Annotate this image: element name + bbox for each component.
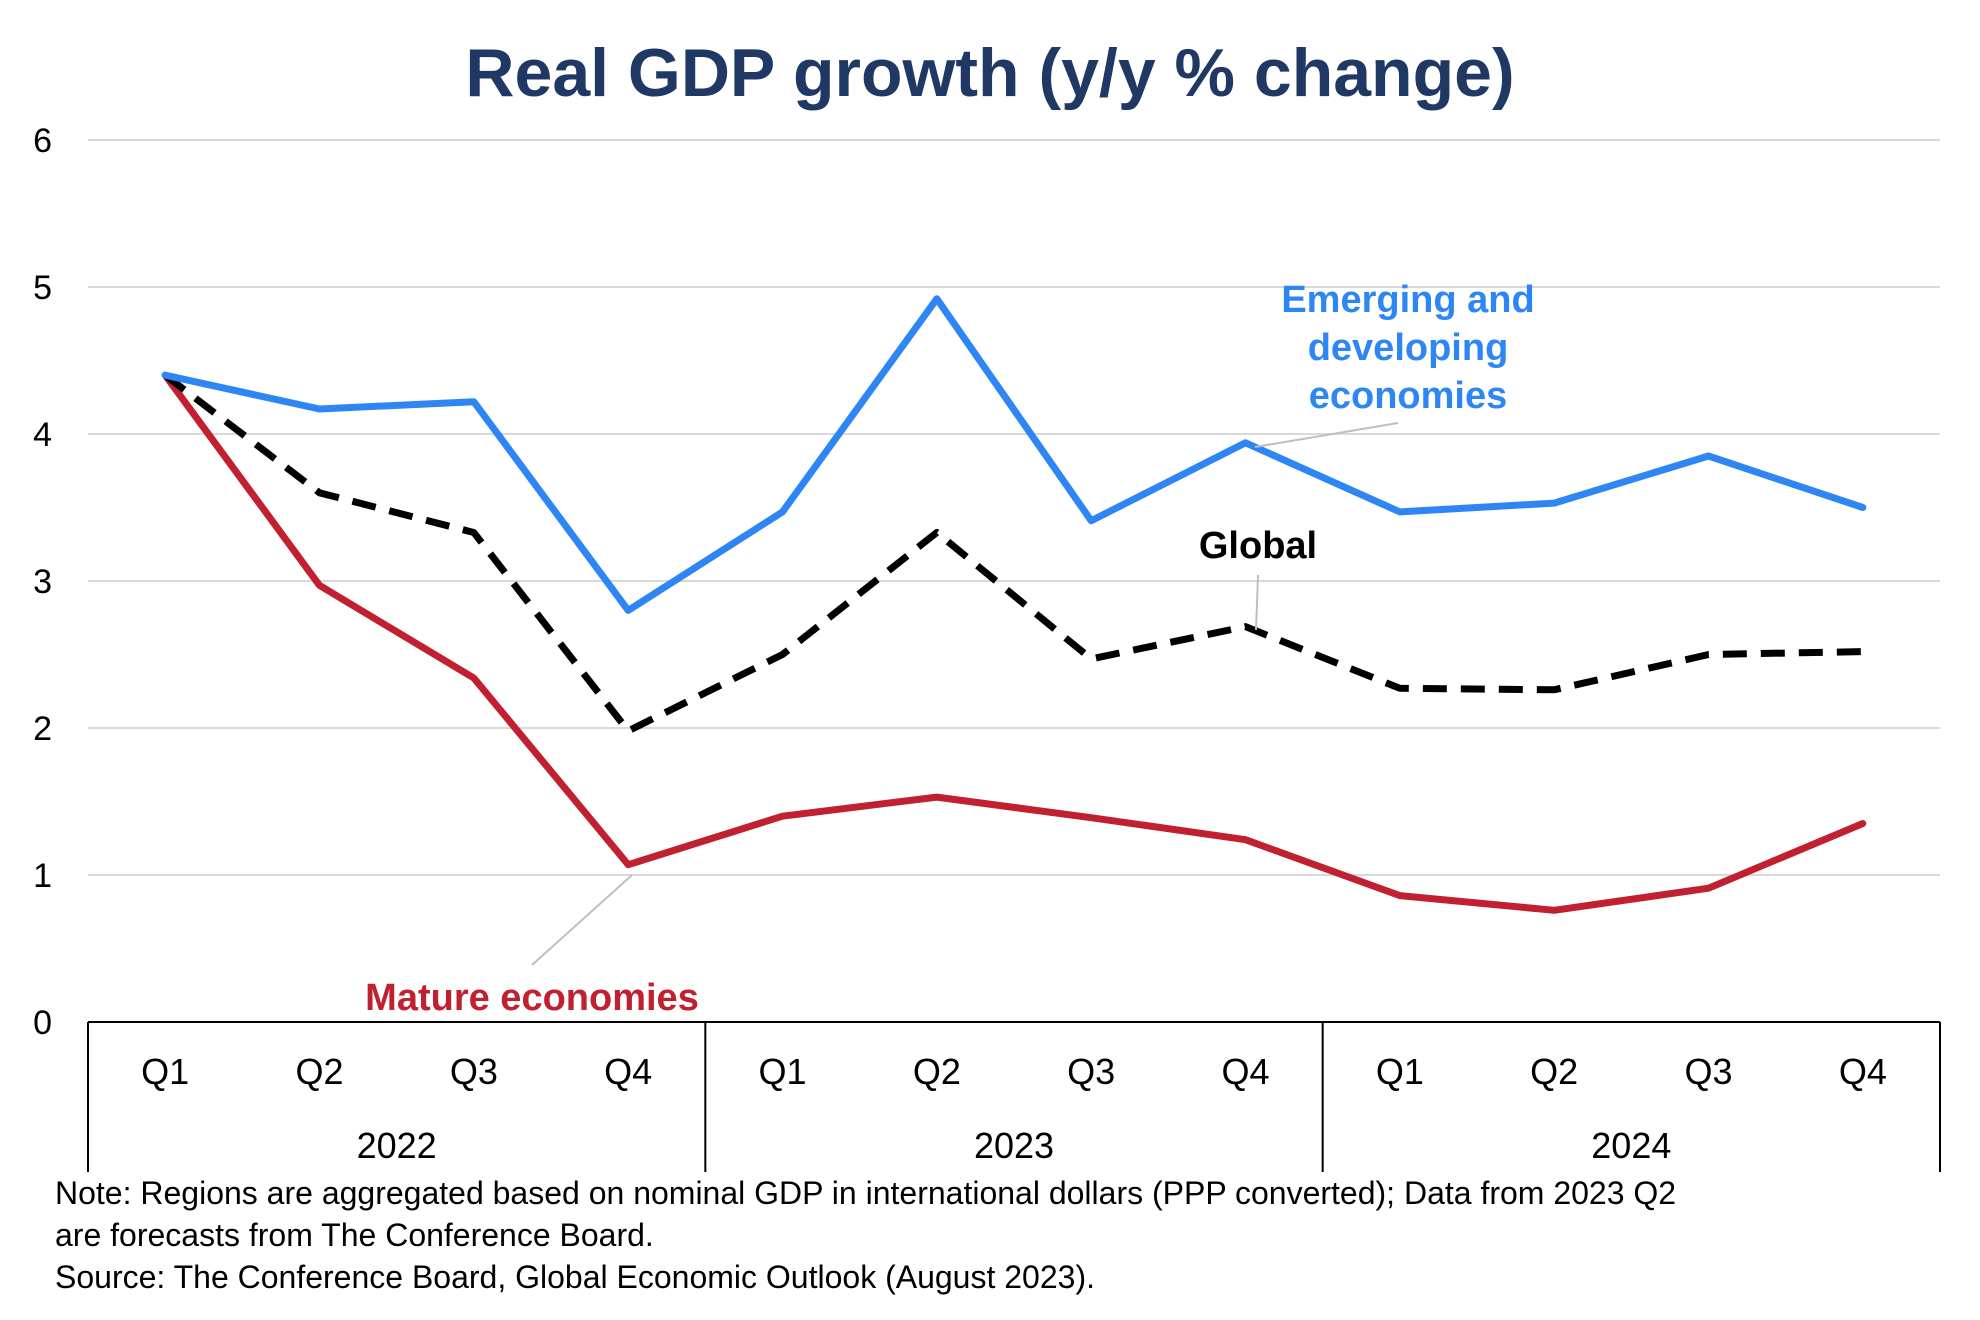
x-tick-label: Q2 [295,1051,343,1092]
x-tick-label: Q2 [1530,1051,1578,1092]
data-point [627,864,629,866]
data-point [1090,658,1092,660]
x-tick-label: Q1 [141,1051,189,1092]
x-tick-label: Q1 [758,1051,806,1092]
data-point [473,677,475,679]
data-point [936,298,938,300]
data-point [1090,817,1092,819]
series-line [161,371,1867,914]
data-point [936,796,938,798]
data-point [1862,651,1864,653]
x-tick-label: Q4 [1839,1051,1887,1092]
series-label: economies [1309,375,1508,417]
data-point [1245,626,1247,628]
data-point [1245,839,1247,841]
data-point [627,609,629,611]
data-point [319,584,321,586]
data-point [782,511,784,513]
data-point [473,401,475,403]
note-line: are forecasts from The Conference Board. [55,1217,654,1253]
data-point [1708,887,1710,889]
series-line [161,295,1867,614]
data-point [1553,689,1555,691]
data-point [1553,502,1555,504]
y-tick-label: 5 [33,269,52,307]
data-point [473,531,475,533]
data-point [782,815,784,817]
series-label: Emerging and [1281,279,1534,321]
x-group-label: 2024 [1591,1125,1671,1166]
data-point [1708,455,1710,457]
y-tick-label: 1 [33,857,52,895]
y-tick-label: 0 [33,1004,52,1042]
data-point [1399,511,1401,513]
data-point [1399,687,1401,689]
data-point [627,730,629,732]
data-point [782,654,784,656]
x-tick-label: Q2 [913,1051,961,1092]
data-point [1862,823,1864,825]
leader-line [1255,574,1259,631]
y-tick-label: 6 [33,122,52,160]
data-point [936,531,938,533]
x-group-label: 2023 [974,1125,1054,1166]
data-point [319,492,321,494]
x-tick-label: Q3 [1684,1051,1732,1092]
series-line [163,372,1863,735]
y-tick-label: 3 [33,563,52,601]
data-point [1090,520,1092,522]
x-tick-label: Q3 [450,1051,498,1092]
x-group-label: 2022 [357,1125,437,1166]
series-label: Global [1199,525,1317,567]
data-point [319,408,321,410]
leader-line [531,874,633,966]
note-line: Note: Regions are aggregated based on no… [55,1175,1677,1211]
x-tick-label: Q3 [1067,1051,1115,1092]
chart-notes: Note: Regions are aggregated based on no… [55,1172,1935,1298]
chart-title: Real GDP growth (y/y % change) [465,35,1515,111]
series-label: Mature economies [365,977,699,1019]
source-line: Source: The Conference Board, Global Eco… [55,1259,1095,1295]
series-label: developing [1308,327,1509,369]
y-tick-label: 4 [33,416,52,454]
data-point [1862,507,1864,509]
y-tick-label: 2 [33,710,52,748]
data-point [1553,909,1555,911]
x-tick-label: Q4 [1221,1051,1269,1092]
leader-line [1254,422,1399,448]
data-point [1245,442,1247,444]
x-tick-label: Q1 [1376,1051,1424,1092]
data-point [1708,654,1710,656]
data-point [164,374,166,376]
x-tick-label: Q4 [604,1051,652,1092]
data-point [1399,895,1401,897]
